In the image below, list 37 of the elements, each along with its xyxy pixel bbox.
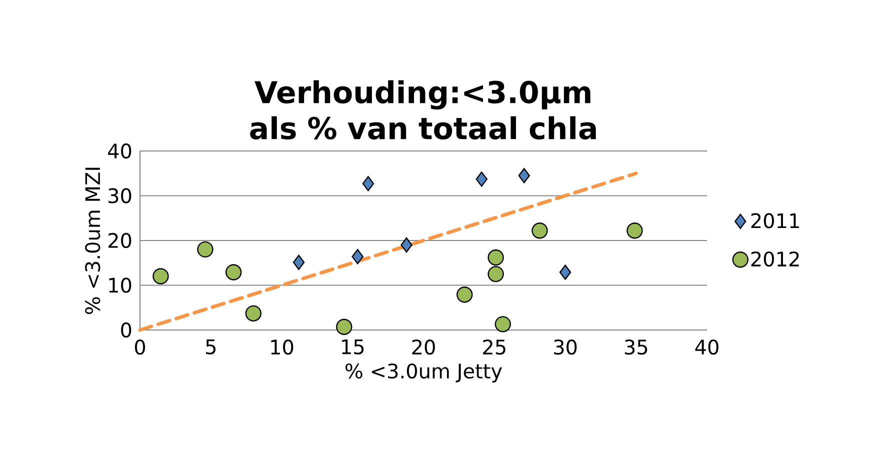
y-tick-label: 40	[108, 143, 132, 159]
x-tick-label: 0	[134, 340, 146, 355]
point	[559, 264, 572, 280]
x-tick-label: 25	[483, 340, 506, 355]
x-tick-label: 5	[206, 340, 216, 354]
y-tick-label: 0	[121, 322, 132, 338]
point	[197, 241, 214, 258]
legend-label: 2011	[751, 213, 799, 228]
x-tick-label: 30	[554, 340, 577, 355]
x-tick-label: 10	[271, 340, 294, 355]
point	[532, 222, 548, 239]
chart-title: Verhouding:<3.0µm als % van totaal chla	[250, 80, 596, 140]
point	[476, 172, 488, 187]
point	[225, 264, 242, 280]
point	[456, 286, 473, 303]
x-tick-label: 15	[342, 340, 364, 354]
point	[626, 222, 643, 239]
point	[352, 248, 364, 264]
point	[494, 316, 511, 332]
y-tick-label: 20	[108, 232, 132, 248]
x-tick-label: 35	[624, 340, 648, 355]
point	[488, 266, 504, 282]
point	[488, 249, 504, 266]
point	[152, 268, 169, 284]
y-tick-label: 30	[108, 188, 132, 204]
x-tick-label: 20	[412, 340, 435, 355]
y-axis-title: % <3.0um MZI	[85, 168, 100, 314]
point	[292, 254, 305, 270]
point	[518, 168, 530, 184]
point	[336, 318, 352, 335]
point	[400, 237, 412, 253]
point	[362, 176, 374, 192]
x-tick-label: 40	[695, 340, 718, 355]
y-tick-label: 10	[109, 278, 132, 293]
legend-label: 2012	[751, 251, 799, 267]
point	[245, 305, 262, 322]
x-axis-title: % <3.0um Jetty	[346, 363, 502, 382]
